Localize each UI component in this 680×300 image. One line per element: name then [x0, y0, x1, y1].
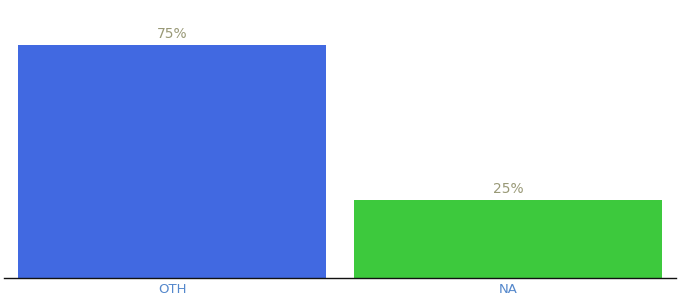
- Bar: [354, 200, 662, 278]
- Bar: [18, 45, 326, 278]
- Text: 25%: 25%: [492, 182, 523, 197]
- Text: 75%: 75%: [157, 27, 188, 41]
